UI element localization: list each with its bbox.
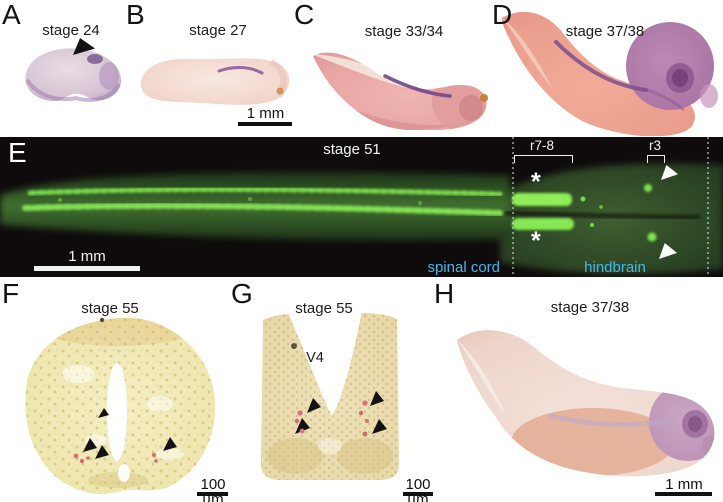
panel-e-letter: E (8, 137, 27, 168)
central-canal (107, 363, 127, 461)
panel-h-stage-label: stage 37/38 (550, 299, 630, 316)
panel-g-letter: G (231, 278, 253, 309)
arrowhead-icon (307, 398, 321, 413)
panel-h-scalebar-label: 1 mm (665, 476, 703, 493)
labeled-cells (73, 452, 158, 464)
arrowhead-icon (372, 419, 387, 434)
embryo-photo-stage24 (25, 48, 122, 103)
rhombomere-7-8-bracket (514, 155, 573, 163)
gfp-neuron-row-upper (27, 187, 503, 197)
stained-region (554, 40, 648, 92)
hindbrain-label: hindbrain (584, 259, 646, 276)
panel-c-stage-label: stage 33/34 (364, 23, 444, 40)
embryo-photo-stage33-34 (313, 52, 488, 130)
panel-c-letter: C (294, 0, 315, 30)
panel-g-scalebar-label: 100 µm (405, 476, 431, 502)
spinal-cord-label: spinal cord (427, 259, 500, 276)
embryo-head (626, 22, 714, 110)
hindbrain-section-stage55 (261, 306, 399, 480)
panel-f-stage-label: stage 55 (81, 300, 139, 317)
asterisk-upper: * (531, 168, 541, 196)
gfp-cluster-r78-lower (512, 218, 574, 230)
panel-g-stage-label: stage 55 (295, 300, 353, 317)
panel-b-letter: B (126, 0, 145, 30)
panel-e-stage-label: stage 51 (323, 141, 381, 158)
arrowhead-icon (370, 391, 384, 406)
fourth-ventricle-label: V4 (306, 350, 324, 366)
rhombomere-3-bracket (647, 155, 665, 163)
arrowhead-icon (95, 445, 109, 459)
fourth-ventricle (285, 306, 363, 416)
stained-region (217, 66, 264, 75)
gfp-cell-r3-lower (647, 232, 657, 242)
panel-h-letter: H (434, 278, 455, 309)
arrowhead-icon (295, 418, 310, 434)
panel-e-scalebar-label: 1 mm (68, 248, 106, 265)
arrowhead-icon (83, 438, 97, 452)
panel-g-scalebar (403, 492, 433, 496)
panel-b-scalebar (238, 122, 292, 126)
stained-region (383, 74, 452, 98)
arrowhead-icon (163, 437, 177, 451)
panel-f-scalebar (197, 492, 228, 496)
stained-region (87, 54, 103, 64)
embryo-photo-stage27 (141, 58, 290, 105)
panel-a-stage-label: stage 24 (42, 22, 100, 39)
asterisk-lower: * (531, 227, 541, 255)
panel-a-letter: A (2, 0, 21, 30)
panel-e-scalebar (34, 266, 140, 271)
panel-b-stage-label: stage 27 (189, 22, 247, 39)
rhombomere-7-8-label: r7-8 (529, 138, 554, 153)
rhombomere-3-label: r3 (648, 138, 661, 153)
embryo-photo-stage37-38-sense (457, 330, 715, 477)
arrowhead-icon (98, 408, 109, 418)
panel-f-letter: F (2, 278, 20, 309)
spinal-cord-section-stage55 (25, 317, 216, 494)
panel-h-scalebar (655, 492, 712, 496)
embryo-photo-stage37-38 (502, 11, 718, 136)
panel-d-stage-label: stage 37/38 (565, 23, 645, 40)
labeled-cells (294, 400, 369, 437)
panel-b-scalebar-label: 1 mm (246, 105, 285, 122)
gfp-cell-r3-upper (644, 184, 652, 192)
gfp-neuron-row-lower (22, 202, 503, 216)
panel-d-letter: D (492, 0, 513, 30)
eye (672, 69, 688, 87)
panel-f-scalebar-label: 100 µm (200, 476, 226, 502)
gfp-cluster-r78-upper (512, 193, 572, 206)
eye (688, 416, 702, 432)
